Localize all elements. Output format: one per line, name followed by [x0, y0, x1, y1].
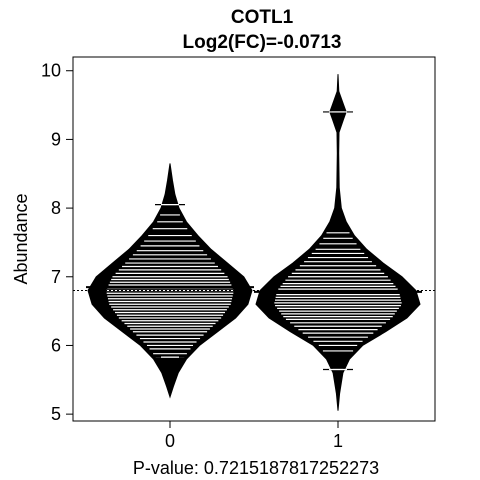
chart-title: COTL1: [231, 7, 294, 28]
bean-0: [86, 164, 254, 398]
plot-frame: [73, 57, 435, 421]
chart-subtitle: Log2(FC)=-0.0713: [183, 32, 342, 53]
bean-1: [254, 74, 422, 411]
y-axis-label: Abundance: [11, 193, 31, 284]
y-tick-label: 7: [51, 267, 61, 287]
y-tick-label: 10: [41, 61, 61, 81]
x-tick-label: 1: [333, 431, 343, 451]
bean-shape-1: [256, 74, 420, 411]
y-tick-label: 6: [51, 335, 61, 355]
y-tick-label: 8: [51, 198, 61, 218]
bean-group: [86, 74, 422, 411]
y-tick-label: 5: [51, 404, 61, 424]
y-tick-label: 9: [51, 129, 61, 149]
x-axis-label: P-value: 0.7215187817252273: [133, 458, 379, 478]
y-axis: 5 6 7 8 9 10: [41, 61, 73, 424]
bean-shape-0: [88, 164, 252, 398]
x-tick-label: 0: [165, 431, 175, 451]
